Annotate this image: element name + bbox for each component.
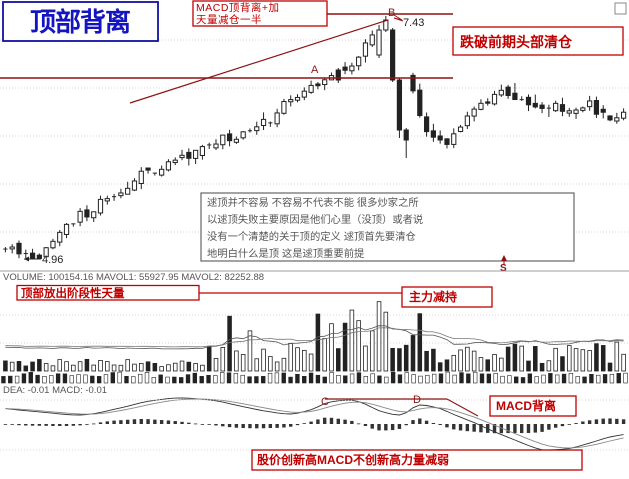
svg-text:D: D (413, 394, 421, 406)
svg-text:顶部背离: 顶部背离 (30, 7, 130, 37)
svg-text:VOLUME: 100154.16 MAVOL1: 559: VOLUME: 100154.16 MAVOL1: 55927.95 MAVOL… (3, 272, 264, 283)
svg-text:天量减仓一半: 天量减仓一半 (196, 13, 262, 26)
svg-text:主力减持: 主力减持 (409, 289, 457, 304)
svg-text:地明白什么是顶 这是逑顶重要前提: 地明白什么是顶 这是逑顶重要前提 (207, 247, 364, 260)
svg-text:4.96: 4.96 (42, 254, 63, 266)
svg-text:以逑顶失败主要原因是他们心里（没顶）或者说: 以逑顶失败主要原因是他们心里（没顶）或者说 (207, 213, 423, 226)
svg-text:股价创新高MACD不创新高力量减弱: 股价创新高MACD不创新高力量减弱 (257, 452, 449, 467)
svg-text:A: A (311, 64, 319, 76)
svg-text:MACD背离: MACD背离 (496, 398, 556, 413)
svg-text:跌破前期头部清仓: 跌破前期头部清仓 (460, 34, 573, 50)
svg-text:逑顶并不容易 不容易不代表不能 很多炒家之所: 逑顶并不容易 不容易不代表不能 很多炒家之所 (207, 196, 419, 209)
svg-text:DEA: -0.01 MACD: -0.01: DEA: -0.01 MACD: -0.01 (3, 385, 107, 396)
svg-text:MACD顶背离+加: MACD顶背离+加 (196, 1, 280, 14)
svg-text:没有一个清楚的关于顶的定义 逑顶首先要清仓: 没有一个清楚的关于顶的定义 逑顶首先要清仓 (207, 230, 416, 243)
svg-text:7.43: 7.43 (403, 17, 424, 29)
svg-text:B: B (388, 7, 395, 19)
svg-text:C: C (321, 396, 329, 408)
svg-text:顶部放出阶段性天量: 顶部放出阶段性天量 (21, 286, 125, 300)
